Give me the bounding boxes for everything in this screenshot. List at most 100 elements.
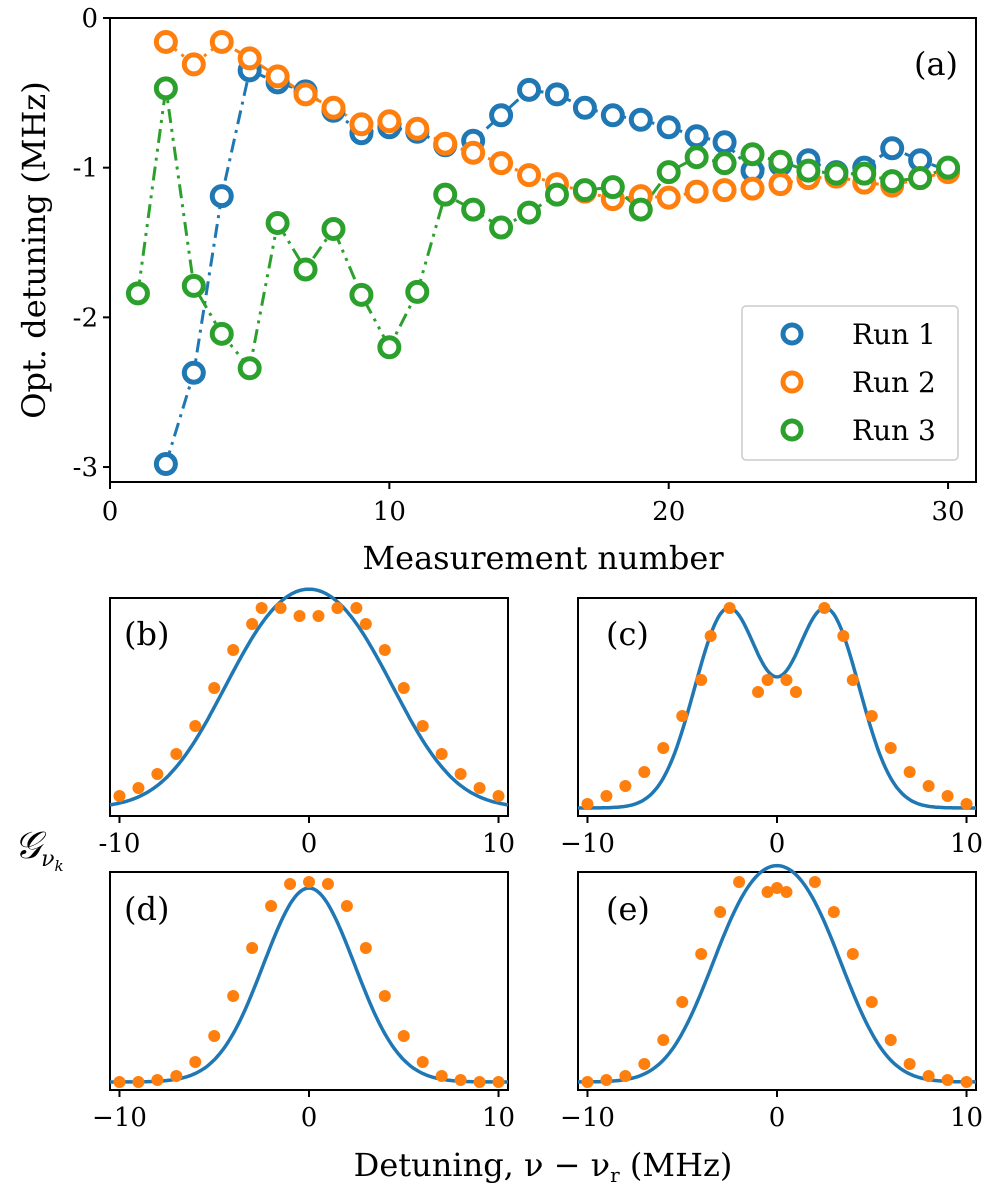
data-point (695, 674, 708, 686)
panel-a-series (125, 29, 961, 477)
data-point (827, 906, 840, 918)
x-tick-label: -10 (99, 829, 141, 859)
panel-d-series (110, 876, 508, 1088)
fit-curve (577, 863, 977, 1084)
data-point (359, 942, 372, 954)
data-point-run-3 (824, 161, 849, 186)
data-point-run-2 (237, 46, 262, 71)
data-point-run-2 (265, 64, 290, 89)
data-point-run-3 (349, 282, 374, 307)
data-point (638, 766, 651, 778)
data-point-run-1 (517, 77, 542, 102)
data-point (473, 782, 486, 794)
data-point-run-2 (293, 82, 318, 107)
lower-ylabel-sub: ν (41, 847, 54, 872)
data-point (454, 1074, 467, 1086)
data-point-run-2 (684, 179, 709, 204)
legend-marker-run-1 (780, 322, 804, 346)
panel-a-ticks: 0 10 20 30 0 -1 -2 -3 (73, 4, 965, 527)
data-point (638, 1058, 651, 1070)
data-point (960, 798, 973, 810)
data-point (600, 790, 613, 802)
panel-a: 0 10 20 30 0 -1 -2 -3 (a) Run 1 Run 2 Run 3 Mea… (15, 4, 977, 577)
data-point-run-3 (684, 145, 709, 170)
data-point (676, 710, 689, 722)
fit-curve (578, 606, 976, 810)
data-point (846, 948, 859, 960)
data-point (397, 1030, 410, 1042)
data-point (435, 748, 448, 760)
data-point-run-3 (880, 169, 905, 194)
data-point (312, 610, 325, 622)
data-point (723, 602, 736, 614)
data-point (941, 790, 954, 802)
fit-curve (110, 886, 508, 1084)
data-point-run-3 (600, 175, 625, 200)
panel-e-ticks: −10 0 10 (560, 1090, 983, 1133)
data-point (846, 674, 859, 686)
data-point (378, 990, 391, 1002)
data-point-run-2 (321, 95, 346, 120)
data-point-run-3 (628, 197, 653, 222)
data-point (151, 768, 164, 780)
data-point (789, 686, 802, 698)
panel-b-ticks: -10 0 10 (99, 816, 515, 859)
data-point (492, 1076, 505, 1088)
panel-d: −10 0 10 (d) (92, 871, 515, 1133)
data-point-run-1 (572, 95, 597, 120)
data-point-run-3 (936, 155, 961, 180)
y-tick-label: 0 (81, 4, 98, 34)
data-point-run-3 (209, 321, 234, 346)
data-point (246, 942, 259, 954)
data-point (189, 720, 202, 732)
data-point-run-2 (153, 29, 178, 54)
panel-d-ticks: −10 0 10 (92, 1090, 515, 1133)
data-point-run-2 (712, 178, 737, 203)
data-point (752, 686, 765, 698)
data-point-run-3 (377, 335, 402, 360)
x-tick-label: 0 (769, 1103, 786, 1133)
data-point-run-1 (153, 452, 178, 477)
data-point (761, 674, 774, 686)
data-point (227, 990, 240, 1002)
data-point (714, 906, 727, 918)
data-point (227, 644, 240, 656)
y-tick-label: -3 (73, 453, 98, 483)
data-point (321, 878, 334, 890)
data-point-run-3 (125, 281, 150, 306)
panel-e-label: (e) (606, 890, 650, 928)
data-point (960, 1076, 973, 1088)
data-point (941, 1074, 954, 1086)
data-point (293, 610, 306, 622)
data-point-run-2 (768, 172, 793, 197)
panel-a-frame (109, 17, 977, 483)
data-point (704, 630, 717, 642)
data-point (780, 674, 793, 686)
data-point (884, 1034, 897, 1046)
data-point-run-1 (181, 360, 206, 385)
data-point-run-3 (656, 160, 681, 185)
data-point-run-3 (433, 182, 458, 207)
panel-d-frame (109, 871, 509, 1091)
data-point-run-1 (656, 115, 681, 140)
data-point (473, 1076, 486, 1088)
x-tick-label: 10 (482, 1103, 515, 1133)
legend-label-run-3: Run 3 (852, 414, 936, 447)
data-point (246, 618, 259, 630)
x-tick-label: 10 (482, 829, 515, 859)
data-point (331, 602, 344, 614)
panel-c: −10 0 10 (c) (560, 597, 983, 859)
data-point (492, 790, 505, 802)
data-point (113, 790, 126, 802)
data-point (600, 1074, 613, 1086)
data-point (619, 780, 632, 792)
legend-marker-run-3 (780, 418, 804, 442)
data-point (170, 748, 183, 760)
data-point-run-3 (740, 142, 765, 167)
data-point-run-3 (265, 211, 290, 236)
data-point (903, 766, 916, 778)
data-point (132, 1076, 145, 1088)
data-point (657, 1034, 670, 1046)
y-tick-label: -1 (73, 154, 98, 184)
data-point (416, 720, 429, 732)
